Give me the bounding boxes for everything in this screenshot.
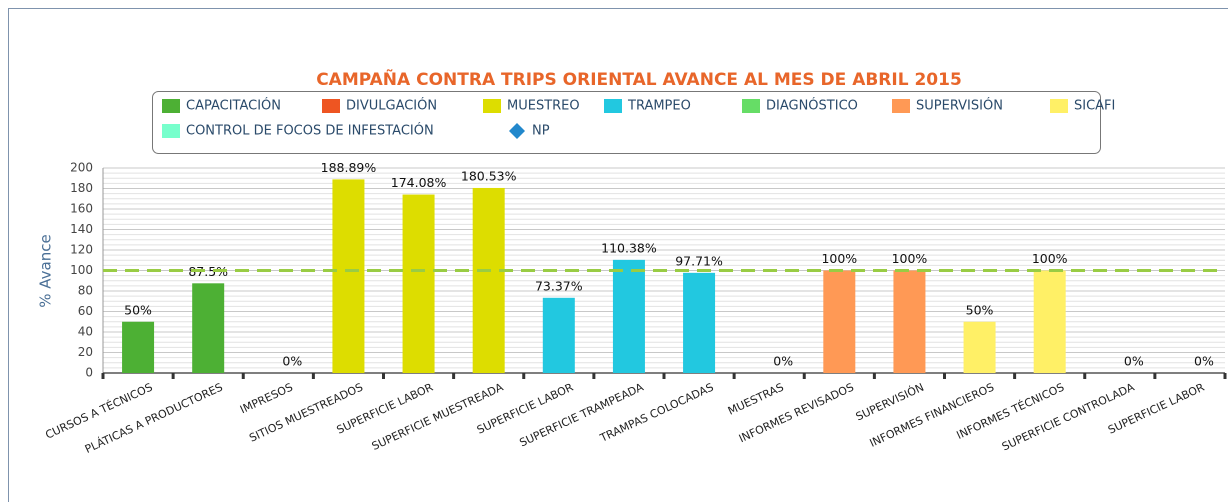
x-tick-label: SUPERFICIE TRAMPEADA (518, 380, 646, 449)
legend-label: DIVULGACIÓN (346, 98, 437, 114)
legend-label: NP (532, 124, 550, 139)
value-label: 0% (1124, 354, 1144, 369)
y-tick-label: 180 (70, 181, 93, 195)
x-tick-label: INFORMES REVISADOS (737, 381, 856, 446)
bar (1033, 270, 1066, 373)
value-label: 100% (892, 251, 928, 266)
legend-label: SICAFI (1074, 99, 1115, 114)
legend-marker (509, 123, 525, 139)
legend-swatch (742, 99, 760, 113)
x-tick-label: MUESTRAS (726, 381, 786, 418)
value-label: 50% (966, 302, 994, 317)
bar (122, 321, 155, 373)
y-axis-label: % Avance (37, 234, 55, 307)
value-label: 174.08% (391, 175, 447, 190)
x-tick-label: IMPRESOS (238, 381, 295, 417)
value-label: 100% (1032, 251, 1068, 266)
value-label: 110.38% (601, 240, 657, 255)
value-label: 180.53% (461, 168, 517, 183)
legend-label: SUPERVISIÓN (916, 98, 1003, 114)
bar (332, 179, 365, 373)
legend-swatch (892, 99, 910, 113)
legend-swatch (483, 99, 501, 113)
legend-swatch (604, 99, 622, 113)
x-tick-label: INFORMES FINANCIEROS (868, 381, 997, 450)
bar (542, 297, 575, 373)
y-tick-label: 120 (70, 243, 93, 257)
value-label: 0% (282, 354, 302, 369)
frame (8, 8, 1228, 502)
legend-label: DIAGNÓSTICO (766, 98, 858, 114)
legend-label: CONTROL DE FOCOS DE INFESTACIÓN (186, 123, 434, 139)
legend-label: CAPACITACIÓN (186, 98, 281, 114)
y-tick-label: 200 (70, 161, 93, 175)
chart-title: CAMPAÑA CONTRA TRIPS ORIENTAL AVANCE AL … (316, 67, 962, 90)
legend-swatch (162, 124, 180, 138)
x-tick-label: TRAMPAS COLOCADAS (597, 381, 715, 445)
x-tick-label: SUPERFICIE CONTROLADA (1000, 380, 1137, 453)
value-label: 100% (821, 251, 857, 266)
y-tick-label: 20 (78, 345, 93, 359)
y-tick-label: 0 (85, 366, 93, 380)
value-label: 50% (124, 302, 152, 317)
value-label: 73.37% (535, 278, 583, 293)
bar (612, 259, 645, 373)
legend-label: MUESTREO (507, 99, 580, 114)
legend-swatch (322, 99, 340, 113)
y-tick-label: 80 (78, 284, 93, 298)
x-tick-label: SUPERFICIE MUESTREADA (370, 380, 506, 453)
y-tick-label: 140 (70, 222, 93, 236)
bar (893, 270, 926, 373)
x-tick-label: SITIOS MUESTREADOS (247, 381, 365, 445)
bar (683, 272, 716, 373)
value-label: 97.71% (675, 253, 723, 268)
value-label: 0% (1194, 354, 1214, 369)
bar (402, 194, 435, 373)
bar (192, 283, 225, 373)
bar (823, 270, 856, 373)
legend-box (152, 91, 1101, 154)
legend-label: TRAMPEO (627, 99, 691, 114)
bar (963, 321, 996, 373)
y-tick-label: 40 (78, 325, 93, 339)
value-label: 87.5% (188, 264, 228, 279)
y-tick-label: 100 (70, 263, 93, 277)
y-tick-label: 160 (70, 202, 93, 216)
legend-swatch (162, 99, 180, 113)
legend-swatch (1050, 99, 1068, 113)
y-tick-label: 60 (78, 304, 93, 318)
value-label: 0% (773, 354, 793, 369)
bar (472, 187, 505, 373)
value-label: 188.89% (321, 160, 377, 175)
